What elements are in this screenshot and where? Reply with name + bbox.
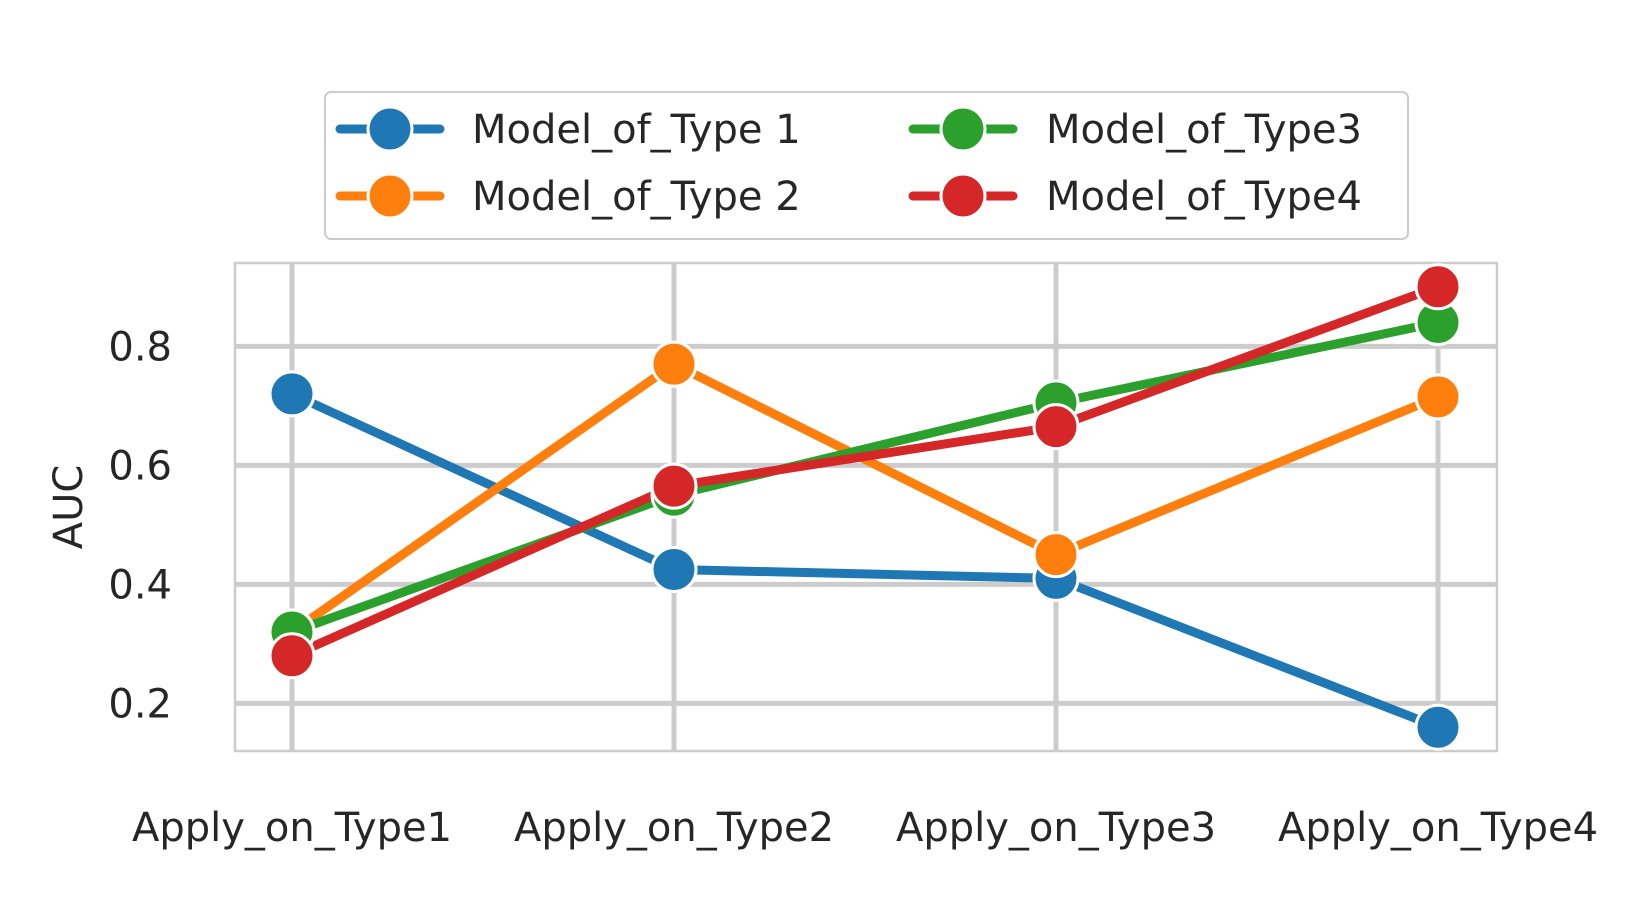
x-tick-label: Apply_on_Type2 [514,805,834,851]
legend-swatch-marker [939,172,987,220]
series-1-point [268,370,316,418]
series-4-point [1032,403,1080,451]
x-tick-labels: Apply_on_Type1 Apply_on_Type2 Apply_on_Typ… [132,805,1598,851]
x-tick-label: Apply_on_Type3 [896,805,1216,851]
legend-swatch-marker [366,172,414,220]
series-4-point [268,632,316,680]
series-layer [268,263,1462,751]
legend-label: Model_of_Type4 [1046,174,1362,220]
x-tick-label: Apply_on_Type1 [132,805,452,851]
x-tick-label: Apply_on_Type4 [1278,805,1598,851]
y-tick-label: 0.8 [108,324,172,370]
plot-frame [233,261,1499,753]
legend-label: Model_of_Type 2 [472,174,801,220]
series-2-point [1414,373,1462,421]
series-line-3 [287,318,1443,637]
series-1-point [1414,703,1462,751]
legend-swatch-marker [939,105,987,153]
legend-label: Model_of_Type3 [1046,107,1362,153]
legend-items: Model_of_Type 1 Model_of_Type 2 Model_of_T… [335,105,1362,220]
series-4-point [1414,263,1462,311]
y-axis-label: AUC [46,465,92,550]
series-line-2 [287,359,1443,637]
y-tick-label: 0.2 [108,681,172,727]
y-tick-label: 0.4 [108,562,172,608]
legend-label: Model_of_Type 1 [472,107,801,153]
series-line-1 [287,389,1443,732]
y-tick-labels: 0.2 0.4 0.6 0.8 [108,324,172,727]
series-2-point [650,340,698,388]
legend: Model_of_Type 1 Model_of_Type 2 Model_of_T… [324,91,1409,240]
series-2-point [1032,531,1080,579]
legend-frame [324,91,1409,240]
y-tick-label: 0.6 [108,443,172,489]
series-1-point [650,545,698,593]
series-line-4 [287,282,1443,661]
series-4-point [650,462,698,510]
legend-swatch-marker [366,105,414,153]
